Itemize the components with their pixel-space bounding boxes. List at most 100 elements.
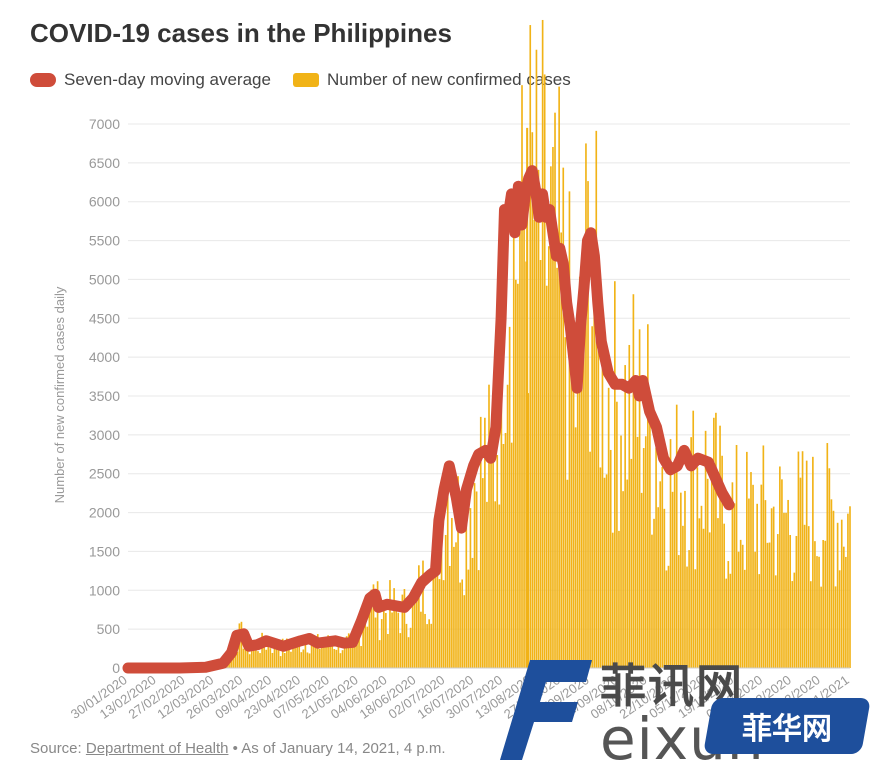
bar-new-cases <box>446 489 449 668</box>
chart-title: COVID-19 cases in the Philippines <box>30 18 452 48</box>
legend-item-new-cases[interactable]: Number of new confirmed cases <box>292 70 571 90</box>
bar-new-cases <box>473 483 476 668</box>
bar-new-cases <box>469 508 472 668</box>
bar-new-cases <box>455 542 457 668</box>
bar-new-cases <box>655 447 657 668</box>
bar-new-cases <box>352 634 354 668</box>
bar-new-cases <box>719 425 721 668</box>
bar-new-cases <box>702 528 705 668</box>
bar-new-cases <box>337 637 340 668</box>
bar-new-cases <box>448 565 451 668</box>
bar-new-cases <box>442 580 445 668</box>
bar-new-cases <box>323 644 325 668</box>
bar-new-cases <box>570 345 573 668</box>
bar-new-cases <box>451 518 453 668</box>
bar-new-cases <box>593 298 596 668</box>
bar-new-cases <box>727 561 730 668</box>
bar-new-cases <box>356 629 358 668</box>
bar-new-cases <box>733 503 736 668</box>
bar-new-cases <box>611 532 614 668</box>
bar-new-cases <box>465 483 468 668</box>
bar-new-cases <box>397 612 400 668</box>
y-tick-label: 6000 <box>89 194 120 210</box>
bar-new-cases <box>298 639 301 668</box>
bar-new-cases <box>849 506 851 668</box>
bar-new-cases <box>267 642 270 668</box>
bar-new-cases <box>661 466 664 668</box>
bar-new-cases <box>535 49 538 669</box>
bar-new-cases <box>255 642 257 668</box>
bar-new-cases <box>288 646 290 668</box>
bar-new-cases <box>545 285 548 668</box>
bar-new-cases <box>372 584 375 668</box>
legend-item-moving-average[interactable]: Seven-day moving average <box>30 70 271 90</box>
bar-new-cases <box>463 595 466 668</box>
bar-new-cases <box>653 518 655 668</box>
bar-new-cases <box>766 542 769 668</box>
bar-new-cases <box>715 412 717 668</box>
bar-new-cases <box>657 507 659 668</box>
y-axis-ticks: 0 500 1000 1500 2000 2500 3000 3500 4000 4500 5000… <box>89 116 120 676</box>
bar-new-cases <box>558 86 560 669</box>
bar-new-cases <box>834 586 837 668</box>
bar-new-cases <box>512 210 515 668</box>
bar-new-cases <box>341 650 344 668</box>
bar-new-cases <box>471 557 474 668</box>
bar-new-cases <box>554 112 556 669</box>
bar-new-cases <box>321 645 323 668</box>
bar-new-cases <box>694 569 697 668</box>
y-tick-label: 6500 <box>89 155 120 171</box>
bar-new-cases <box>521 85 523 669</box>
bar-new-cases <box>349 634 352 668</box>
bar-new-cases <box>461 579 464 668</box>
bar-new-cases <box>743 569 746 668</box>
bar-new-cases <box>420 611 422 668</box>
bar-new-cases <box>510 442 513 668</box>
bar-new-cases <box>828 468 831 668</box>
watermark-badge: 菲华网 <box>703 698 871 754</box>
bar-new-cases <box>795 535 798 668</box>
bar-new-cases <box>378 640 381 668</box>
bar-new-cases <box>791 581 794 668</box>
bar-new-cases <box>797 451 800 668</box>
y-tick-label: 3000 <box>89 427 120 443</box>
bar-new-cases <box>459 582 461 668</box>
y-tick-label: 5500 <box>89 233 120 249</box>
bar-new-cases <box>677 555 680 668</box>
bar-new-cases <box>479 416 482 668</box>
bar-new-cases <box>748 498 750 668</box>
bar-new-cases <box>591 326 593 668</box>
bar-new-cases <box>787 499 789 668</box>
bar-new-cases <box>333 649 336 668</box>
source-link[interactable]: Department of Health <box>85 740 229 757</box>
bar-new-cases <box>477 570 480 668</box>
bar-new-cases <box>630 458 633 668</box>
bar-new-cases <box>444 534 447 668</box>
bar-new-cases <box>826 443 829 668</box>
bar-new-cases <box>244 642 247 668</box>
bar-new-cases <box>616 401 618 668</box>
bar-new-cases <box>581 337 583 668</box>
watermark-logo-icon <box>500 660 592 760</box>
bar-new-cases <box>242 648 245 668</box>
bar-new-cases <box>824 540 827 668</box>
bar-new-cases <box>609 449 612 668</box>
bar-new-cases <box>401 594 404 668</box>
bar-new-cases <box>585 143 587 668</box>
bar-new-cases <box>310 644 313 668</box>
bar-new-cases <box>789 534 792 668</box>
bar-new-cases <box>682 525 684 668</box>
bar-new-cases <box>638 329 641 668</box>
bar-new-cases <box>393 588 395 668</box>
bar-new-cases <box>360 646 362 668</box>
bar-new-cases <box>626 479 629 668</box>
bar-new-cases <box>335 649 338 668</box>
bar-new-cases <box>568 191 571 669</box>
bar-new-cases <box>803 524 806 668</box>
bar-new-cases <box>275 649 278 668</box>
bar-new-cases <box>760 484 763 668</box>
bar-new-cases <box>696 467 699 668</box>
bar-new-cases <box>494 501 497 668</box>
bar-new-cases <box>329 644 331 668</box>
bar-new-cases <box>257 651 259 668</box>
